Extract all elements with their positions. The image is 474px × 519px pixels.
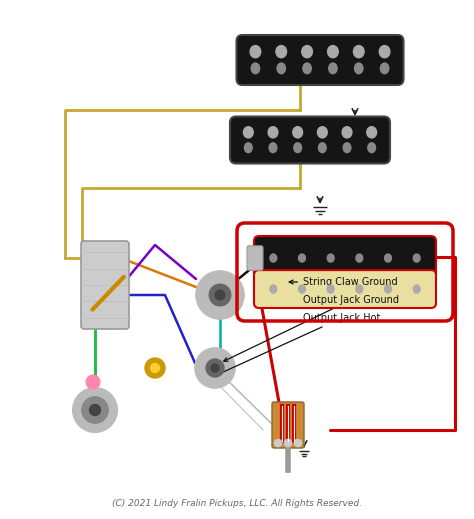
Ellipse shape [318, 127, 327, 138]
Ellipse shape [328, 46, 338, 58]
Ellipse shape [327, 254, 334, 262]
Circle shape [86, 375, 100, 389]
Ellipse shape [356, 254, 363, 262]
Ellipse shape [329, 63, 337, 74]
Ellipse shape [293, 127, 302, 138]
Ellipse shape [268, 127, 278, 138]
Ellipse shape [384, 285, 392, 293]
FancyBboxPatch shape [254, 236, 436, 280]
Ellipse shape [381, 63, 389, 74]
Ellipse shape [384, 254, 392, 262]
Ellipse shape [245, 143, 252, 153]
Circle shape [196, 271, 244, 319]
Circle shape [151, 363, 159, 373]
Ellipse shape [302, 46, 312, 58]
Ellipse shape [413, 254, 420, 262]
FancyBboxPatch shape [247, 246, 263, 270]
Text: String Claw Ground: String Claw Ground [289, 277, 398, 287]
Ellipse shape [356, 285, 363, 293]
Ellipse shape [277, 63, 285, 74]
Circle shape [215, 290, 225, 300]
Ellipse shape [355, 63, 363, 74]
Circle shape [209, 284, 231, 306]
Ellipse shape [354, 46, 364, 58]
Text: Output Jack Hot: Output Jack Hot [214, 313, 380, 376]
FancyBboxPatch shape [81, 241, 129, 329]
Circle shape [294, 439, 302, 447]
FancyBboxPatch shape [272, 402, 304, 448]
Ellipse shape [413, 285, 420, 293]
Circle shape [195, 348, 235, 388]
Ellipse shape [244, 127, 253, 138]
Ellipse shape [368, 143, 375, 153]
Ellipse shape [343, 143, 351, 153]
Ellipse shape [270, 254, 277, 262]
Ellipse shape [303, 63, 311, 74]
Ellipse shape [367, 127, 376, 138]
Text: Output Jack Ground: Output Jack Ground [224, 295, 399, 361]
FancyBboxPatch shape [237, 35, 403, 85]
Ellipse shape [250, 46, 261, 58]
Circle shape [90, 404, 100, 416]
Text: (C) 2021 Lindy Fralin Pickups, LLC. All Rights Reserved.: (C) 2021 Lindy Fralin Pickups, LLC. All … [112, 499, 362, 508]
Ellipse shape [269, 143, 277, 153]
Ellipse shape [379, 46, 390, 58]
Ellipse shape [299, 285, 305, 293]
Ellipse shape [327, 285, 334, 293]
Ellipse shape [299, 254, 305, 262]
Ellipse shape [276, 46, 287, 58]
Circle shape [145, 358, 165, 378]
Ellipse shape [319, 143, 326, 153]
Circle shape [284, 439, 292, 447]
Ellipse shape [270, 285, 277, 293]
Circle shape [211, 364, 219, 372]
Circle shape [82, 397, 108, 423]
FancyBboxPatch shape [254, 270, 436, 308]
Ellipse shape [342, 127, 352, 138]
Ellipse shape [294, 143, 301, 153]
FancyBboxPatch shape [230, 116, 390, 163]
Circle shape [206, 359, 224, 377]
Ellipse shape [251, 63, 260, 74]
Circle shape [274, 439, 282, 447]
Circle shape [73, 388, 117, 432]
